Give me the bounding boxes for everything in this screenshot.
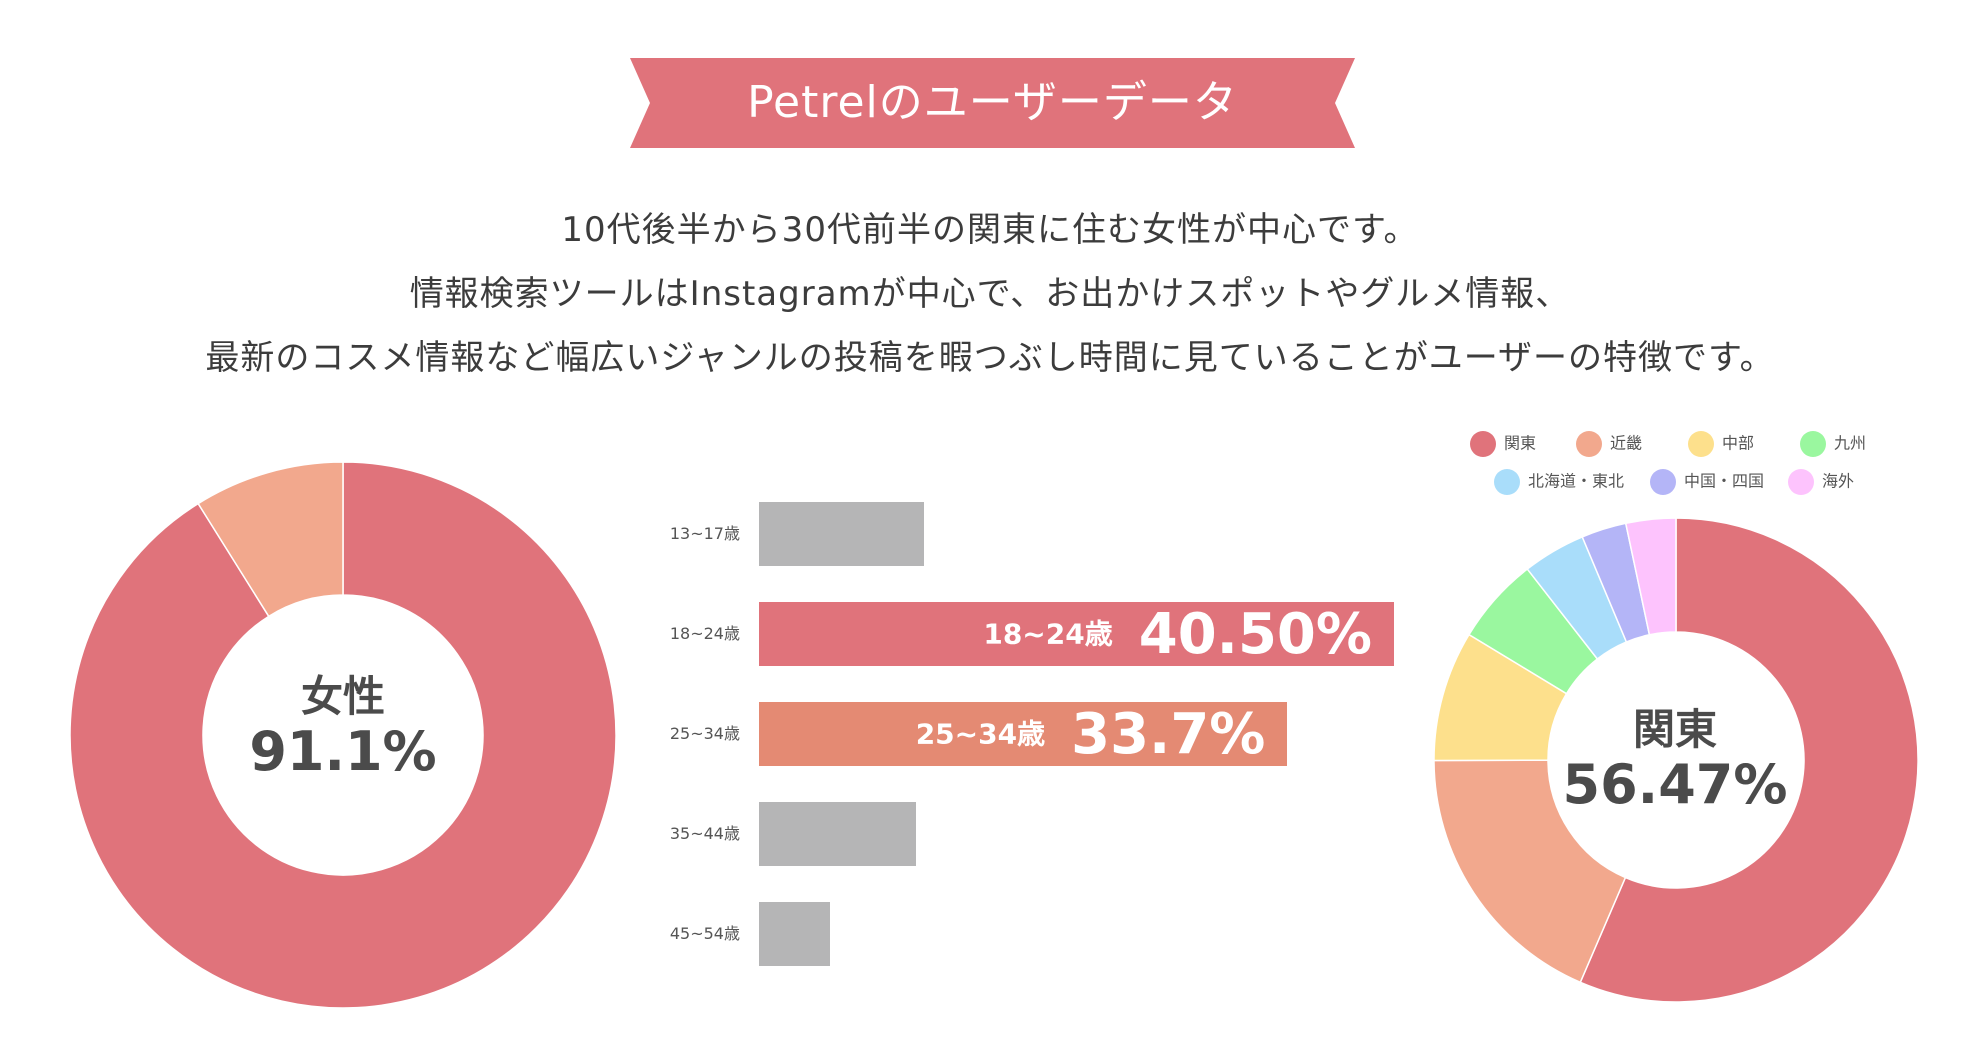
legend-swatch bbox=[1576, 430, 1602, 457]
gender-slice-0 bbox=[69, 461, 617, 1009]
region-slice-1 bbox=[1433, 759, 1627, 984]
description: 10代後半から30代前半の関東に住む女性が中心です。 情報検索ツールはInsta… bbox=[0, 198, 1980, 390]
description-line: 10代後半から30代前半の関東に住む女性が中心です。 bbox=[561, 210, 1419, 250]
bar-category-label: 45~54歳 bbox=[669, 924, 740, 943]
legend-item-kanto: 関東 bbox=[1470, 428, 1536, 458]
title-banner-shape bbox=[630, 58, 1355, 148]
gender-center-value: 91.1% bbox=[249, 720, 437, 783]
age-bar-45-54 bbox=[759, 902, 830, 966]
legend-label: 九州 bbox=[1834, 433, 1867, 453]
bar-category-label: 18~24歳 bbox=[669, 624, 740, 643]
page-title: Petrelのユーザーデータ bbox=[747, 77, 1238, 128]
legend-swatch bbox=[1788, 468, 1814, 495]
description-line: 最新のコスメ情報など幅広いジャンルの投稿を暇つぶし時間に見ていることがユーザーの… bbox=[205, 338, 1775, 378]
description-line: 情報検索ツールはInstagramが中心で、お出かけスポットやグルメ情報、 bbox=[409, 274, 1571, 314]
legend-label: 北海道・東北 bbox=[1528, 471, 1625, 491]
gender-slice-1 bbox=[197, 461, 344, 618]
legend-label: 近畿 bbox=[1610, 433, 1643, 453]
legend-swatch bbox=[1470, 430, 1496, 457]
bar-category-label: 35~44歳 bbox=[669, 824, 740, 843]
legend-row: 北海道・東北 中国・四国 海外 bbox=[1470, 466, 1950, 504]
bar-highlight-category: 18~24歳 bbox=[983, 617, 1113, 651]
legend-item-hokkaido-tohoku: 北海道・東北 bbox=[1494, 466, 1624, 496]
gender-center-label: 女性 91.1% bbox=[213, 672, 473, 782]
region-slice-0 bbox=[1579, 517, 1919, 1003]
legend-swatch bbox=[1494, 468, 1520, 495]
legend-row: 関東 近畿 中部 九州 bbox=[1470, 428, 1950, 466]
age-bar-35-44 bbox=[759, 802, 916, 866]
legend-swatch bbox=[1650, 468, 1676, 495]
legend-label: 関東 bbox=[1504, 433, 1537, 453]
age-bar-25-34 bbox=[759, 702, 1288, 766]
legend-label: 海外 bbox=[1822, 471, 1855, 491]
age-bar-18-24 bbox=[759, 602, 1394, 666]
bar-highlight-label-25-34: 25~34歳 33.7% bbox=[916, 702, 1266, 766]
bar-highlight-category: 25~34歳 bbox=[915, 717, 1046, 751]
title-banner: Petrelのユーザーデータ bbox=[630, 58, 1355, 148]
bar-highlight-label-18-24: 18~24歳 40.50% bbox=[983, 602, 1372, 666]
age-bar-13-17 bbox=[759, 502, 924, 566]
legend-label: 中部 bbox=[1722, 433, 1755, 453]
region-legend: 関東 近畿 中部 九州 北海道・東北 中国・四国 海外 bbox=[1470, 428, 1950, 504]
bar-category-label: 13~17歳 bbox=[669, 524, 740, 543]
region-center-name: 関東 bbox=[1632, 705, 1717, 754]
region-center-label: 関東 56.47% bbox=[1540, 705, 1810, 815]
bar-highlight-value: 40.50% bbox=[1138, 601, 1372, 667]
bar-category-label: 25~34歳 bbox=[669, 724, 740, 743]
legend-item-overseas: 海外 bbox=[1788, 466, 1854, 496]
bar-highlight-value: 33.7% bbox=[1071, 701, 1266, 767]
gender-center-name: 女性 bbox=[300, 672, 385, 721]
region-slice-6 bbox=[1624, 517, 1677, 636]
region-center-value: 56.47% bbox=[1562, 753, 1788, 816]
legend-item-kinki: 近畿 bbox=[1576, 428, 1642, 458]
legend-item-chugoku-shikoku: 中国・四国 bbox=[1650, 466, 1764, 496]
legend-label: 中国・四国 bbox=[1684, 471, 1765, 491]
legend-item-kyushu: 九州 bbox=[1800, 428, 1866, 458]
legend-item-chubu: 中部 bbox=[1688, 428, 1754, 458]
legend-swatch bbox=[1688, 430, 1714, 457]
legend-swatch bbox=[1800, 430, 1826, 457]
